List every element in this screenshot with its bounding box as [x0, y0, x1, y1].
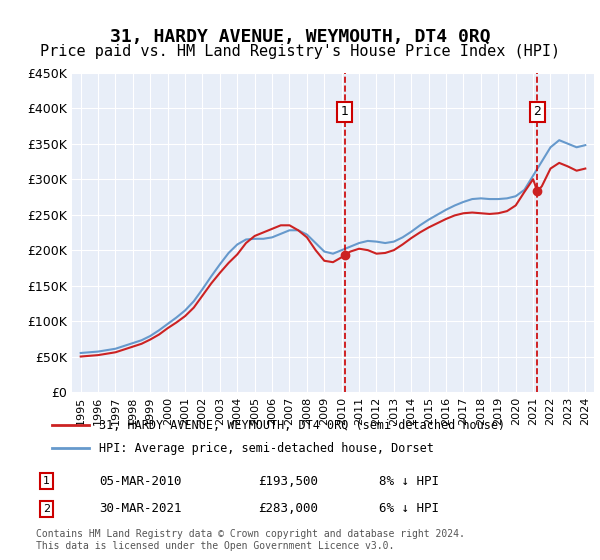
Text: 8% ↓ HPI: 8% ↓ HPI [379, 475, 439, 488]
Text: 2: 2 [43, 504, 50, 514]
Text: £193,500: £193,500 [258, 475, 318, 488]
Text: 6% ↓ HPI: 6% ↓ HPI [379, 502, 439, 515]
Text: £283,000: £283,000 [258, 502, 318, 515]
Text: HPI: Average price, semi-detached house, Dorset: HPI: Average price, semi-detached house,… [100, 442, 434, 455]
Text: 1: 1 [341, 105, 349, 118]
Text: 05-MAR-2010: 05-MAR-2010 [100, 475, 182, 488]
Text: 31, HARDY AVENUE, WEYMOUTH, DT4 0RQ (semi-detached house): 31, HARDY AVENUE, WEYMOUTH, DT4 0RQ (sem… [100, 419, 505, 432]
Text: Contains HM Land Registry data © Crown copyright and database right 2024.
This d: Contains HM Land Registry data © Crown c… [36, 529, 465, 551]
Text: Price paid vs. HM Land Registry's House Price Index (HPI): Price paid vs. HM Land Registry's House … [40, 44, 560, 59]
Text: 30-MAR-2021: 30-MAR-2021 [100, 502, 182, 515]
Text: 31, HARDY AVENUE, WEYMOUTH, DT4 0RQ: 31, HARDY AVENUE, WEYMOUTH, DT4 0RQ [110, 27, 490, 45]
Text: 1: 1 [43, 476, 50, 486]
Text: 2: 2 [533, 105, 541, 118]
